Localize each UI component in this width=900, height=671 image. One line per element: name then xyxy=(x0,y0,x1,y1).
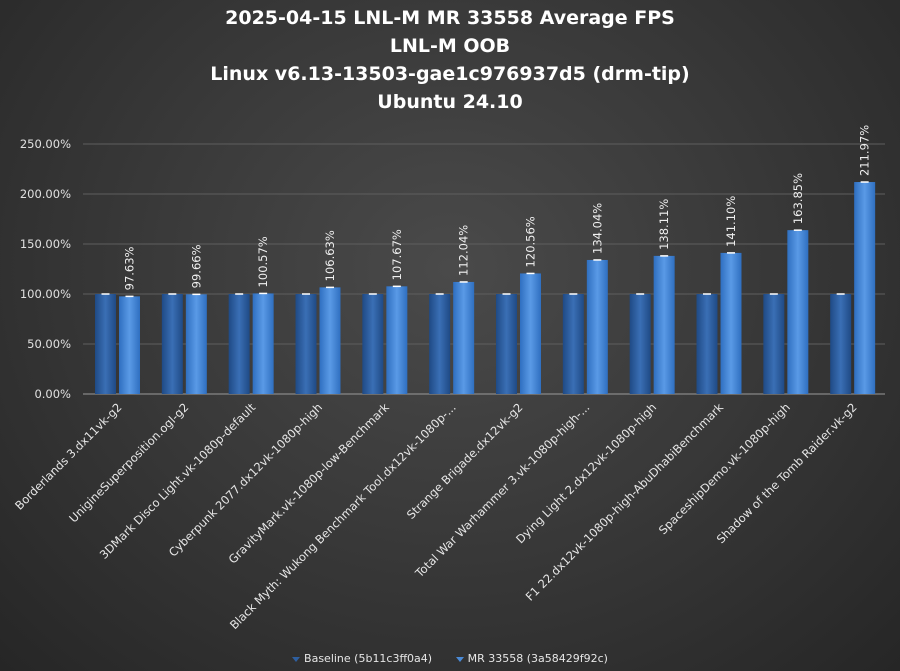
bar-baseline xyxy=(629,294,651,394)
title-line-2: LNL-M OOB xyxy=(389,35,511,57)
bar-mr xyxy=(586,259,608,394)
data-label: 134.04% xyxy=(590,203,604,254)
data-label: 120.56% xyxy=(524,216,538,267)
title-line-3: Linux v6.13-13503-gae1c976937d5 (drm-tip… xyxy=(210,63,690,85)
data-label: 107.67% xyxy=(390,229,404,280)
bar-baseline xyxy=(696,294,718,394)
category-label: Borderlands 3.dx11vk-g2 xyxy=(12,400,124,512)
data-label: 100.57% xyxy=(256,236,270,287)
bar-mr xyxy=(319,287,341,394)
legend: Baseline (5b11c3ff0a4) MR 33558 (3a58429… xyxy=(0,652,900,665)
legend-swatch-baseline xyxy=(292,656,301,662)
y-tick-label: 150.00% xyxy=(20,237,71,251)
bar-mr xyxy=(453,281,475,394)
data-label: 211.97% xyxy=(858,125,872,176)
bar-baseline xyxy=(228,294,250,394)
bar-baseline xyxy=(161,294,183,394)
category-label: UnigineSuperposition.ogl-g2 xyxy=(66,400,191,525)
legend-swatch-mr xyxy=(455,656,464,662)
bar-mr xyxy=(720,252,742,394)
category-label: Shadow of the Tomb Raider.vk-g2 xyxy=(714,400,860,546)
category-label: Dying Light 2.dx12vk-1080p-high xyxy=(513,400,659,546)
title-line-4: Ubuntu 24.10 xyxy=(377,91,523,113)
bar-baseline xyxy=(830,294,852,394)
y-tick-label: 200.00% xyxy=(20,187,71,201)
y-tick-label: 50.00% xyxy=(27,337,71,351)
chart-title: 2025-04-15 LNL-M MR 33558 Average FPS LN… xyxy=(0,4,900,116)
bar-mr xyxy=(252,293,274,394)
category-label: SpaceshipDemo.vk-1080p-high xyxy=(656,400,793,537)
category-label: Strange Brigade.dx12vk-g2 xyxy=(404,400,526,522)
bar-mr xyxy=(386,286,408,394)
data-label: 99.66% xyxy=(189,244,203,288)
bar-mr xyxy=(854,182,876,394)
bar-baseline xyxy=(362,294,384,394)
title-line-1: 2025-04-15 LNL-M MR 33558 Average FPS xyxy=(225,7,675,29)
legend-item-mr: MR 33558 (3a58429f92c) xyxy=(455,652,608,665)
data-label: 97.63% xyxy=(123,246,137,290)
bar-mr xyxy=(520,273,541,394)
legend-item-baseline: Baseline (5b11c3ff0a4) xyxy=(292,652,432,665)
bar-baseline xyxy=(496,294,517,394)
data-label: 112.04% xyxy=(457,225,471,276)
bar-baseline xyxy=(95,294,116,394)
category-label: Black Myth: Wukong Benchmark Tool.dx12vk… xyxy=(227,400,459,632)
legend-label-mr: MR 33558 (3a58429f92c) xyxy=(467,652,608,665)
data-label: 106.63% xyxy=(323,230,337,281)
bar-mr xyxy=(185,294,207,394)
bar-baseline xyxy=(295,294,317,394)
data-label: 163.85% xyxy=(791,173,805,224)
bar-mr xyxy=(653,255,675,394)
y-tick-label: 0.00% xyxy=(34,387,71,401)
bar-baseline xyxy=(763,294,785,394)
y-tick-label: 100.00% xyxy=(20,287,71,301)
legend-label-baseline: Baseline (5b11c3ff0a4) xyxy=(304,652,433,665)
bar-mr xyxy=(787,230,809,394)
y-tick-label: 250.00% xyxy=(20,137,71,151)
bar-mr xyxy=(119,296,140,394)
bar-baseline xyxy=(562,294,584,394)
data-label: 138.11% xyxy=(657,199,671,250)
data-label: 141.10% xyxy=(724,196,738,247)
bar-baseline xyxy=(429,294,451,394)
